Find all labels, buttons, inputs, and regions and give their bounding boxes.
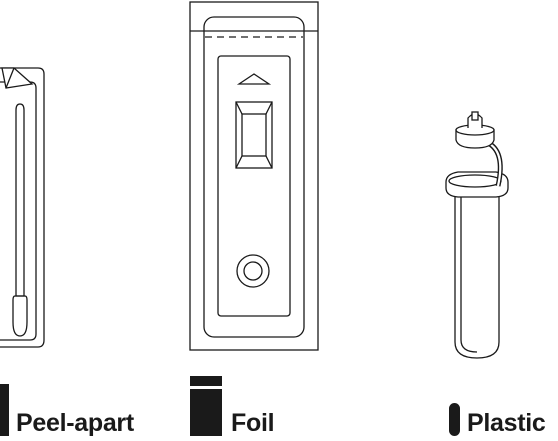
plastic-label: Plastic <box>467 409 546 437</box>
plastic-vial-icon <box>449 403 460 436</box>
peel-apart-label: Peel-apart <box>16 409 134 437</box>
peel-apart-swab-pouch <box>0 67 45 348</box>
foil-pouch-icon <box>186 376 226 436</box>
foil-label: Foil <box>231 409 275 437</box>
peel-apart-pouch-icon <box>0 384 9 436</box>
foil-pouch <box>189 1 319 351</box>
plastic-dropper-vial <box>445 111 509 359</box>
